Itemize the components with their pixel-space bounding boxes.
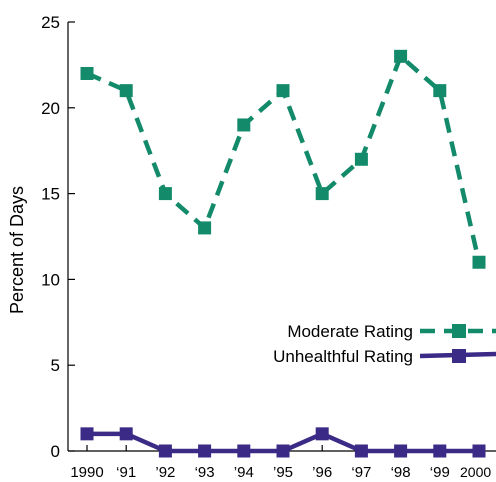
legend: Moderate Rating Unhealthful Rating [273,322,496,366]
x-tick-label: ‘97 [351,464,371,481]
x-tick-label: ‘98 [391,464,411,481]
data-point [472,255,486,269]
x-tick-label: ‘91 [116,464,136,481]
x-tick-label: ‘99 [430,464,450,481]
data-point [80,427,94,441]
data-point [237,444,251,458]
data-point [237,118,251,132]
data-point [472,444,486,458]
legend-label: Unhealthful Rating [273,347,413,366]
y-axis-label: Percent of Days [7,186,27,314]
data-point [119,84,133,98]
data-point [198,444,212,458]
x-tick-label: 2000 [460,464,491,480]
y-tick-label: 0 [51,442,60,461]
series-unhealthful [80,427,486,458]
data-point [80,66,94,80]
data-point [276,444,290,458]
data-point [158,187,172,201]
x-tick-label: ’94 [234,464,254,481]
data-point [354,444,368,458]
x-tick-label: ‘93 [195,464,215,481]
data-point [158,444,172,458]
x-tick-label: 1990 [70,464,103,481]
data-point [276,84,290,98]
x-tick-label: ’96 [312,464,332,481]
x-tick-label: ’92 [155,464,175,481]
x-axis: 1990 ‘91 ’92 ‘93 ’94 ’95 ’96 ‘97 ‘98 ‘99 2000 [68,445,496,481]
data-point [433,84,447,98]
series-layer [80,49,486,458]
data-point [315,427,329,441]
data-point [198,221,212,235]
data-point [433,444,447,458]
series-moderate [80,49,486,269]
data-point [119,427,133,441]
y-tick-label: 5 [51,356,60,375]
y-tick-label: 10 [41,270,60,289]
legend-label: Moderate Rating [287,322,413,341]
data-point [315,187,329,201]
data-point [394,444,408,458]
x-tick-label: ’95 [273,464,293,481]
data-point [354,152,368,166]
y-axis: 0 5 10 15 20 25 [41,13,75,461]
y-tick-label: 20 [41,99,60,118]
data-point [394,49,408,63]
y-tick-label: 25 [41,13,60,32]
y-tick-label: 15 [41,185,60,204]
legend-marker [452,349,466,363]
legend-marker [452,324,466,338]
